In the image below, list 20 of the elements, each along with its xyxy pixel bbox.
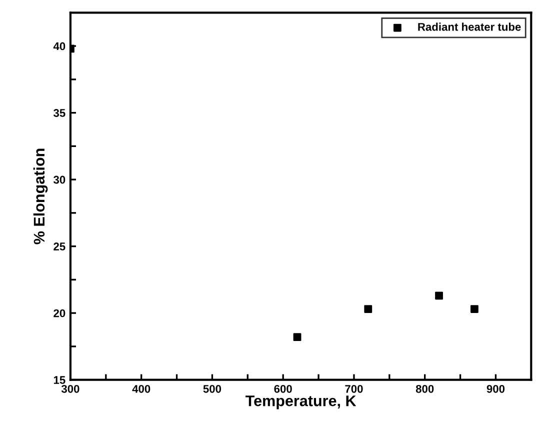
y-tick-label: 15 [54, 376, 66, 384]
x-tick-label: 300 [61, 384, 80, 393]
y-axis-title: % Elongation [33, 148, 48, 244]
point [435, 292, 443, 300]
y-tick-label: 20 [54, 309, 66, 318]
point [293, 333, 302, 342]
point [470, 305, 478, 313]
y-tick-label: 40 [53, 42, 66, 50]
legend-label: Radiant heater tube [418, 22, 521, 31]
x-tick-label: 600 [274, 384, 292, 393]
x-tick-label: 800 [416, 384, 434, 393]
point [364, 305, 372, 313]
x-tick-label: 700 [345, 384, 363, 393]
x-tick-label: 900 [486, 384, 505, 393]
x-axis-title: Temperature, K [246, 396, 356, 410]
x-tick-label: 400 [132, 384, 150, 393]
y-tick-label: 25 [54, 242, 66, 250]
y-tick-label: 30 [53, 176, 66, 184]
x-tick-label: 500 [203, 384, 222, 393]
y-tick-label: 35 [53, 109, 66, 117]
